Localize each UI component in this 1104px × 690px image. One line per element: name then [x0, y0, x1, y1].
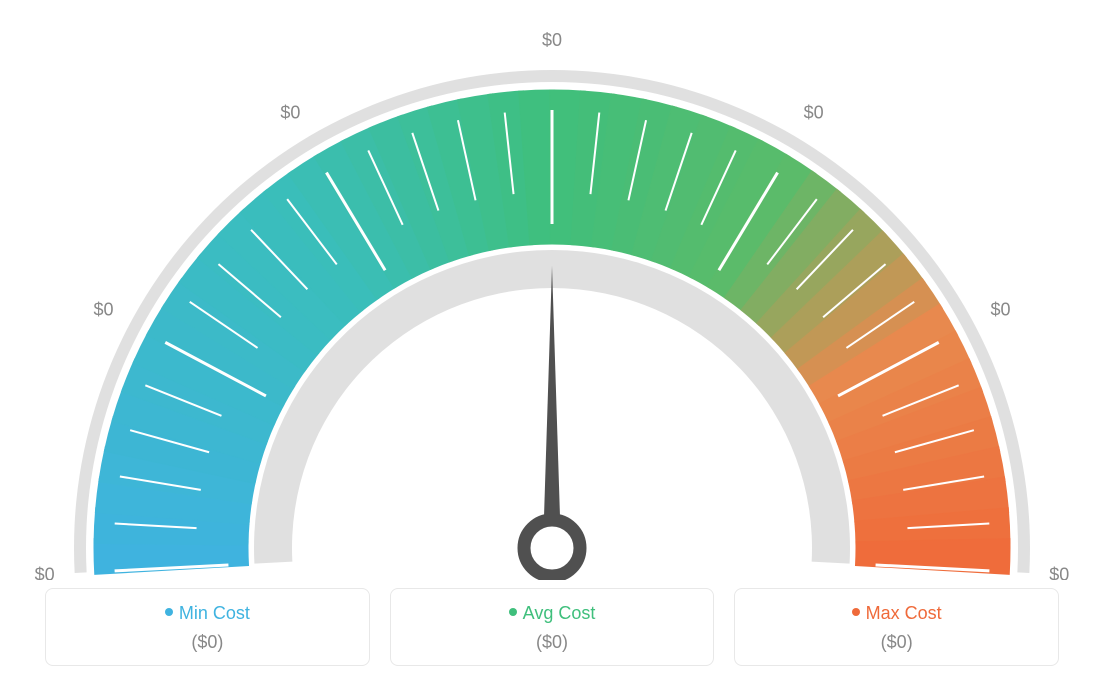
legend-value-avg: ($0) [401, 632, 704, 653]
svg-text:$0: $0 [93, 300, 113, 320]
svg-text:$0: $0 [542, 30, 562, 50]
legend-label-text: Avg Cost [523, 603, 596, 623]
gauge-area: $0 $0 $0 $0 $0 $0 $0 [20, 20, 1084, 580]
svg-text:$0: $0 [804, 103, 824, 123]
legend-label-text: Min Cost [179, 603, 250, 623]
svg-text:$0: $0 [35, 565, 55, 580]
legend-value-min: ($0) [56, 632, 359, 653]
legend-label-max: Max Cost [745, 603, 1048, 624]
svg-text:$0: $0 [991, 300, 1011, 320]
legend-label-min: Min Cost [56, 603, 359, 624]
svg-text:$0: $0 [280, 103, 300, 123]
gauge-svg: $0 $0 $0 $0 $0 $0 $0 [20, 20, 1084, 580]
svg-text:$0: $0 [1049, 565, 1069, 580]
gauge-chart-container: $0 $0 $0 $0 $0 $0 $0 Min Cost ($0) Avg Cost ($… [0, 0, 1104, 690]
legend-label-text: Max Cost [866, 603, 942, 623]
legend-dot-avg [509, 608, 517, 616]
legend-label-avg: Avg Cost [401, 603, 704, 624]
legend-box-avg: Avg Cost ($0) [390, 588, 715, 666]
legend-row: Min Cost ($0) Avg Cost ($0) Max Cost ($0… [20, 588, 1084, 666]
legend-value-max: ($0) [745, 632, 1048, 653]
legend-box-min: Min Cost ($0) [45, 588, 370, 666]
legend-dot-max [852, 608, 860, 616]
legend-box-max: Max Cost ($0) [734, 588, 1059, 666]
legend-dot-min [165, 608, 173, 616]
